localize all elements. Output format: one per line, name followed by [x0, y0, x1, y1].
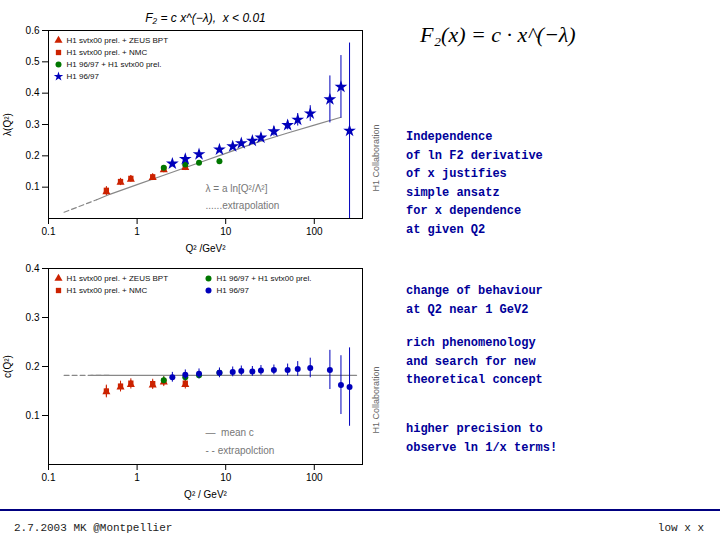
svg-text:10: 10	[220, 226, 232, 237]
svg-text:0.1: 0.1	[26, 410, 40, 421]
svg-text:H1 96/97: H1 96/97	[67, 72, 100, 81]
svg-text:H1 Collaboration: H1 Collaboration	[371, 125, 381, 192]
svg-text:H1 svtx00 prel. + ZEUS BPT: H1 svtx00 prel. + ZEUS BPT	[67, 274, 169, 283]
svg-text:H1 Collaboration: H1 Collaboration	[371, 367, 381, 434]
svg-text:0.1: 0.1	[42, 472, 56, 483]
svg-text:10: 10	[220, 472, 232, 483]
html-text:2.7.2003 MK @Montpellier: 2.7.2003 MK @Montpellier	[14, 522, 173, 534]
svg-text:H1 96/97: H1 96/97	[217, 286, 250, 295]
svg-text:Q² /GeV²: Q² /GeV²	[185, 243, 226, 254]
html-text:rich phenomenology and search: rich phenomenology and search for new th…	[406, 336, 543, 388]
svg-text:1: 1	[134, 226, 140, 237]
html-text:higher precision to observe ln: higher precision to observe ln 1/x terms…	[406, 422, 558, 455]
html-text:change of behaviour at Q2 near: change of behaviour at Q2 near 1 GeV2	[406, 284, 543, 317]
svg-text:Q² / GeV²: Q² / GeV²	[184, 489, 227, 500]
svg-text:- - extrapolction: - - extrapolction	[206, 445, 275, 456]
svg-text:H1 96/97 + H1 svtx00 prel.: H1 96/97 + H1 svtx00 prel.	[217, 274, 312, 283]
html-text:low x x: low x x	[657, 522, 704, 534]
svg-text:H1 svtx00 prel. + NMC: H1 svtx00 prel. + NMC	[67, 286, 148, 295]
svg-text:λ = a ln[Q²/Λ²]: λ = a ln[Q²/Λ²]	[206, 183, 268, 194]
svg-text:H1 svtx00 prel. + ZEUS BPT: H1 svtx00 prel. + ZEUS BPT	[67, 36, 169, 45]
svg-text:H1 96/97 + H1 svtx00 prel.: H1 96/97 + H1 svtx00 prel.	[67, 60, 162, 69]
svg-text:......extrapolation: ......extrapolation	[206, 200, 280, 211]
svg-text:λ(Q²): λ(Q²)	[2, 113, 13, 136]
html-text:F₂(x) = c · x^(−λ): F₂(x) = c · x^(−λ)	[420, 22, 576, 47]
svg-text:0.2: 0.2	[26, 150, 40, 161]
svg-text:0.4: 0.4	[26, 87, 40, 98]
svg-text:0.6: 0.6	[26, 25, 40, 36]
svg-text:0.5: 0.5	[26, 56, 40, 67]
svg-text:100: 100	[306, 472, 323, 483]
svg-text:0.1: 0.1	[42, 226, 56, 237]
svg-text:— mean c: — mean c	[206, 427, 254, 438]
svg-text:0.3: 0.3	[26, 119, 40, 130]
html-text:Independence of ln F2 derivati: Independence of ln F2 derivative of x ju…	[406, 130, 543, 237]
svg-text:1: 1	[134, 472, 140, 483]
svg-text:0.4: 0.4	[26, 263, 40, 274]
svg-text:0.2: 0.2	[26, 361, 40, 372]
svg-text:H1 svtx00 prel. + NMC: H1 svtx00 prel. + NMC	[67, 48, 148, 57]
svg-text:F₂ = c x^(−λ), x < 0.01: F₂ = c x^(−λ), x < 0.01	[145, 11, 266, 25]
svg-text:100: 100	[306, 226, 323, 237]
svg-text:0.1: 0.1	[26, 181, 40, 192]
svg-text:c(Q²): c(Q²)	[2, 355, 13, 378]
svg-text:0.3: 0.3	[26, 312, 40, 323]
